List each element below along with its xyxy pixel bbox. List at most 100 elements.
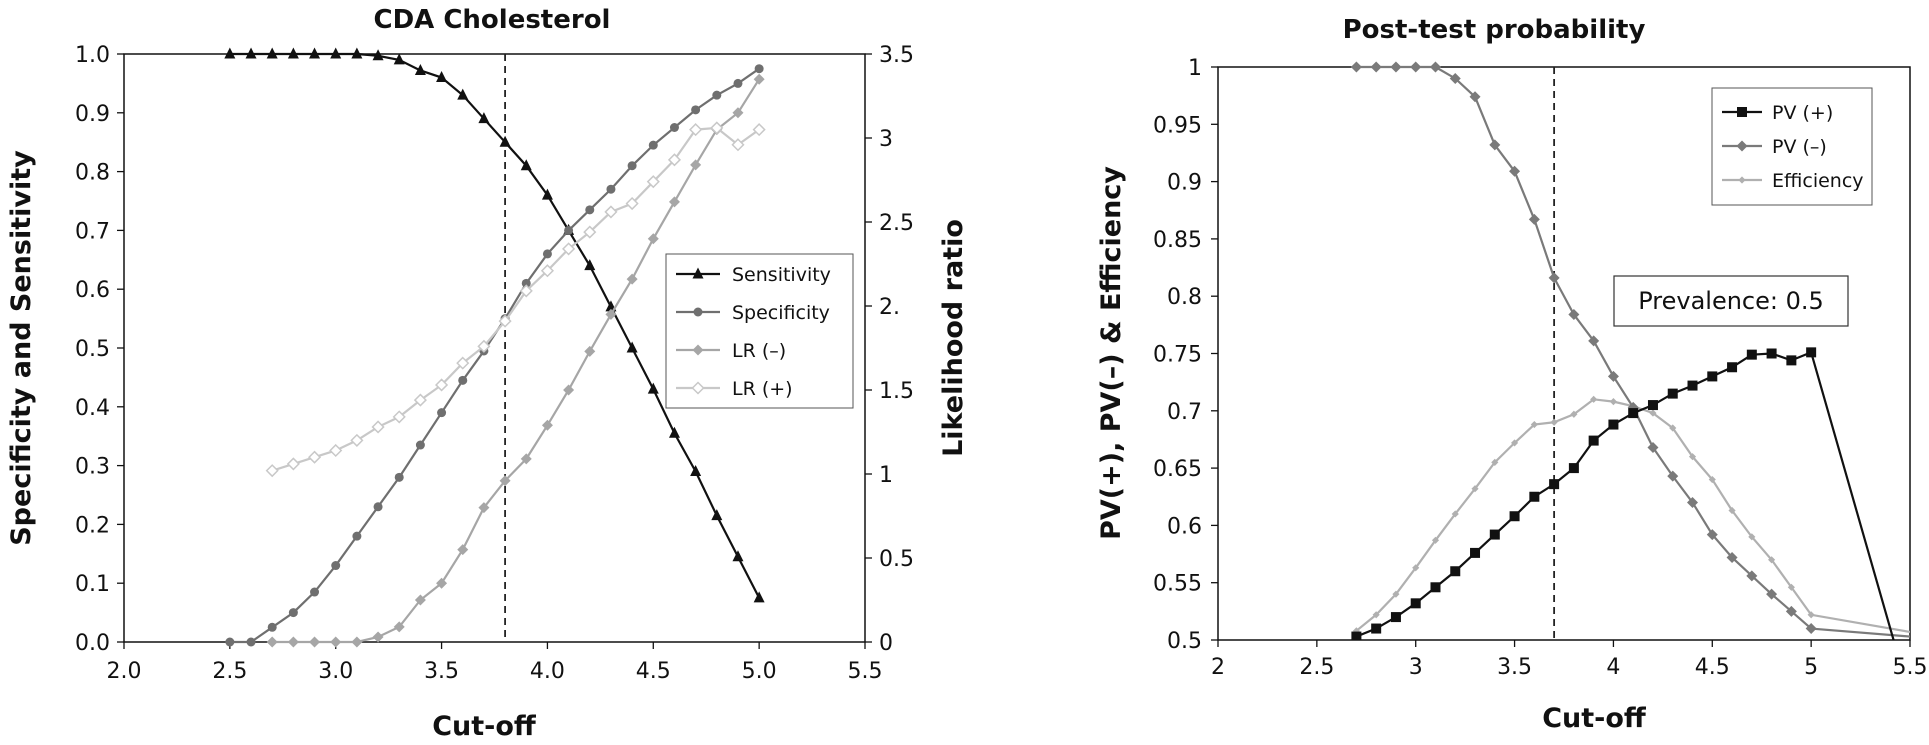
chart-right-y-tick-label: 0.95 [1153, 113, 1202, 138]
data-point [435, 378, 449, 392]
chart-right-y-tick-label: 0.75 [1153, 343, 1202, 368]
legend-label: Sensitivity [732, 264, 831, 286]
data-point [753, 73, 765, 85]
data-point [647, 382, 659, 394]
data-point [520, 159, 532, 171]
chart-left-x-tick-label: 5.0 [742, 659, 777, 684]
data-point [754, 64, 764, 74]
chart-right-title: Post-test probability [1343, 15, 1646, 45]
data-point [330, 636, 342, 648]
legend-swatch-marker [691, 381, 705, 395]
data-point [309, 47, 321, 59]
data-point [732, 107, 744, 119]
chart-right-y-axis-title: PV(+), PV(–) & Efficiency [1096, 166, 1127, 540]
chart-left-y-ticks: 0.0 0.1 0.2 0.3 0.4 0.5 0.6 0.7 0.8 0.9 1.0 [75, 43, 124, 656]
chart-right-series-pv- [1351, 347, 1895, 640]
data-point [1390, 61, 1402, 73]
data-point [1392, 590, 1400, 598]
data-point [1647, 441, 1659, 453]
chart-right-y-ticks: 0.5 0.55 0.6 0.65 0.7 0.75 0.8 0.85 0.9 0.95 1 [1153, 56, 1218, 654]
data-point [689, 123, 703, 137]
data-point [1706, 529, 1718, 541]
data-point [583, 225, 597, 239]
data-point [1568, 309, 1580, 321]
data-point [541, 188, 553, 200]
chart-right-y-tick-label: 0.5 [1167, 629, 1202, 654]
data-point [457, 544, 469, 556]
data-point [1412, 564, 1420, 572]
chart-left-y2-tick-label: 3 [879, 127, 893, 152]
chart-right-x-tick-label: 3 [1409, 655, 1423, 680]
data-point [477, 339, 491, 353]
data-point [1470, 547, 1481, 558]
chart-left-y2-ticks: 0 0.5 1 1.5 2. 2.5 3 3.5 [865, 43, 914, 656]
chart-right-x-tick-label: 4 [1606, 655, 1620, 680]
data-point [691, 105, 701, 115]
legend-swatch-marker [692, 267, 704, 279]
data-point [1370, 61, 1382, 73]
data-point [414, 63, 426, 75]
chart-left-y2-tick-label: 2.5 [879, 211, 914, 236]
data-point [585, 205, 595, 215]
data-point [437, 408, 447, 418]
data-point [1590, 395, 1598, 403]
chart-left-x-tick-label: 4.0 [530, 659, 565, 684]
chart-right-y-tick-label: 0.65 [1153, 457, 1202, 482]
data-point [669, 123, 679, 132]
data-point [1687, 380, 1698, 391]
chart-left-y-tick-label: 0.2 [75, 513, 110, 538]
data-point [266, 47, 278, 59]
chart-left-y2-tick-label: 0.5 [879, 547, 914, 572]
chart-right-series [1350, 61, 1910, 640]
chart-left-y-tick-label: 0.7 [75, 219, 110, 244]
data-point [1510, 439, 1519, 447]
chart-left-y2-tick-label: 0 [879, 631, 893, 656]
data-point [393, 621, 405, 633]
chart-right-x-tick-label: 2.5 [1299, 655, 1334, 680]
data-point [1429, 61, 1441, 73]
chart-left-x-tick-label: 4.5 [636, 659, 671, 684]
legend-label: Efficiency [1772, 170, 1864, 192]
data-point [1667, 470, 1679, 482]
chart-left-legend: Sensitivity Specificity LR (–) LR (+) [665, 253, 854, 409]
data-point [1727, 362, 1738, 373]
data-point [1371, 623, 1382, 634]
data-point [1807, 611, 1815, 619]
data-point [373, 502, 383, 512]
data-point [604, 205, 618, 219]
data-point [520, 453, 532, 465]
data-point [436, 71, 448, 83]
chart-right-x-axis-title: Cut-off [1542, 703, 1647, 734]
data-point [499, 135, 511, 147]
chart-left-x-tick-label: 2.5 [212, 659, 247, 684]
data-point [1491, 458, 1499, 466]
data-point [1372, 611, 1380, 619]
chart-right-x-ticks: 2 2.5 3 3.5 4 4.5 5 5.5 [1211, 640, 1928, 680]
data-point [1805, 623, 1817, 635]
data-point [1568, 463, 1579, 474]
legend-label: PV (+) [1772, 102, 1833, 124]
data-point [1390, 612, 1401, 623]
data-point [330, 47, 342, 59]
data-point [584, 345, 596, 357]
data-point [1450, 566, 1461, 577]
data-point [351, 636, 363, 648]
data-point [1748, 533, 1756, 541]
chart-left-x-axis-title: Cut-off [432, 711, 537, 742]
data-point [1768, 556, 1776, 564]
data-point [288, 608, 298, 618]
chart-left-y-tick-label: 0.9 [75, 102, 110, 127]
data-point [478, 502, 490, 514]
data-point [668, 196, 680, 208]
chart-left-y-tick-label: 0.8 [75, 161, 110, 186]
chart-left-y-tick-label: 0.3 [75, 455, 110, 480]
data-point [541, 419, 553, 431]
data-point [436, 577, 448, 589]
data-point [1471, 485, 1479, 493]
chart-left: CDA Cholesterol 0.0 0.1 0.2 0.3 0.4 0.5 0.6 0.7… [6, 5, 969, 742]
data-point [1431, 536, 1440, 544]
data-point [690, 159, 702, 171]
legend-label: Specificity [732, 302, 830, 324]
prevalence-annotation-text: Prevalence: 0.5 [1638, 287, 1824, 315]
prevalence-annotation-box [1613, 275, 1849, 327]
